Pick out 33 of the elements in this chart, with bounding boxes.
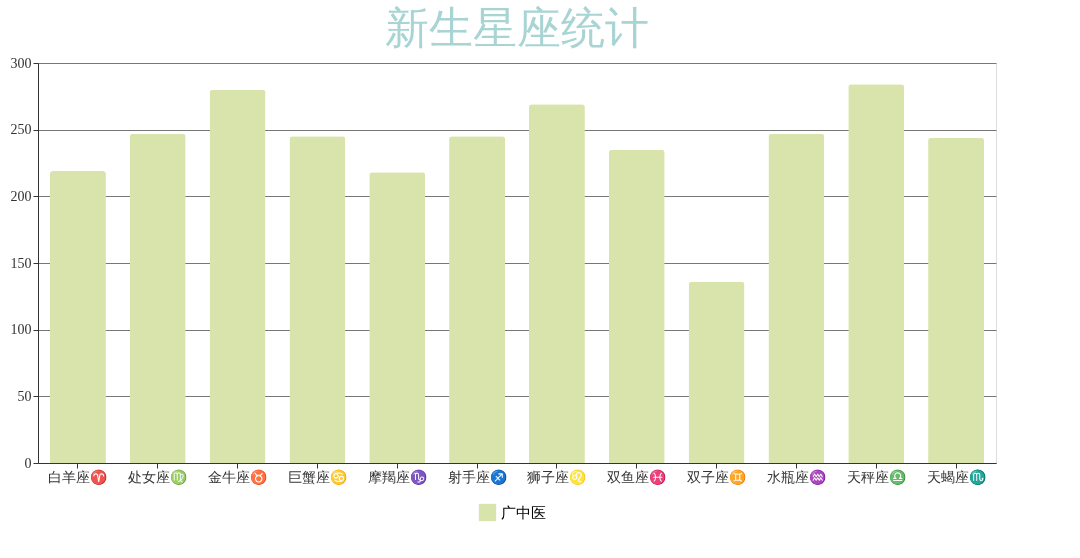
x-tick-label: 双子座♊ — [687, 468, 747, 486]
x-tick-label: 天蝎座♏ — [926, 468, 986, 486]
bar — [449, 136, 506, 463]
bar — [289, 136, 346, 463]
x-tick-label: 巨蟹座♋ — [287, 468, 347, 486]
x-tick-label: 白羊座♈ — [48, 468, 108, 486]
y-tick-label: 250 — [10, 122, 32, 138]
bar — [608, 149, 665, 463]
bar — [369, 172, 426, 463]
bar — [768, 133, 825, 463]
x-tick-label: 天秤座♎ — [846, 468, 906, 486]
bar — [129, 133, 186, 463]
bar — [209, 89, 266, 463]
x-tick-label: 射手座♐ — [447, 468, 507, 486]
bar — [528, 104, 585, 463]
x-tick-label: 狮子座♌ — [527, 468, 587, 486]
bar — [49, 171, 106, 463]
x-tick-label: 双鱼座♓ — [607, 468, 667, 486]
bar — [928, 137, 985, 463]
y-tick-label: 300 — [10, 55, 32, 71]
legend-label: 广中医 — [501, 504, 546, 521]
bar — [688, 281, 745, 463]
bar — [848, 84, 905, 463]
x-tick-label: 处女座♍ — [128, 468, 188, 486]
y-tick-label: 150 — [10, 255, 32, 271]
y-tick-label: 50 — [17, 388, 32, 404]
y-tick-label: 0 — [24, 455, 32, 471]
x-tick-label: 水瓶座♒ — [766, 468, 826, 486]
chart-title: 新生星座统计 — [385, 4, 649, 53]
y-tick-label: 200 — [10, 188, 32, 204]
x-tick-label: 摩羯座♑ — [367, 468, 427, 486]
y-tick-label: 100 — [10, 322, 32, 338]
x-tick-label: 金牛座♉ — [208, 468, 268, 486]
